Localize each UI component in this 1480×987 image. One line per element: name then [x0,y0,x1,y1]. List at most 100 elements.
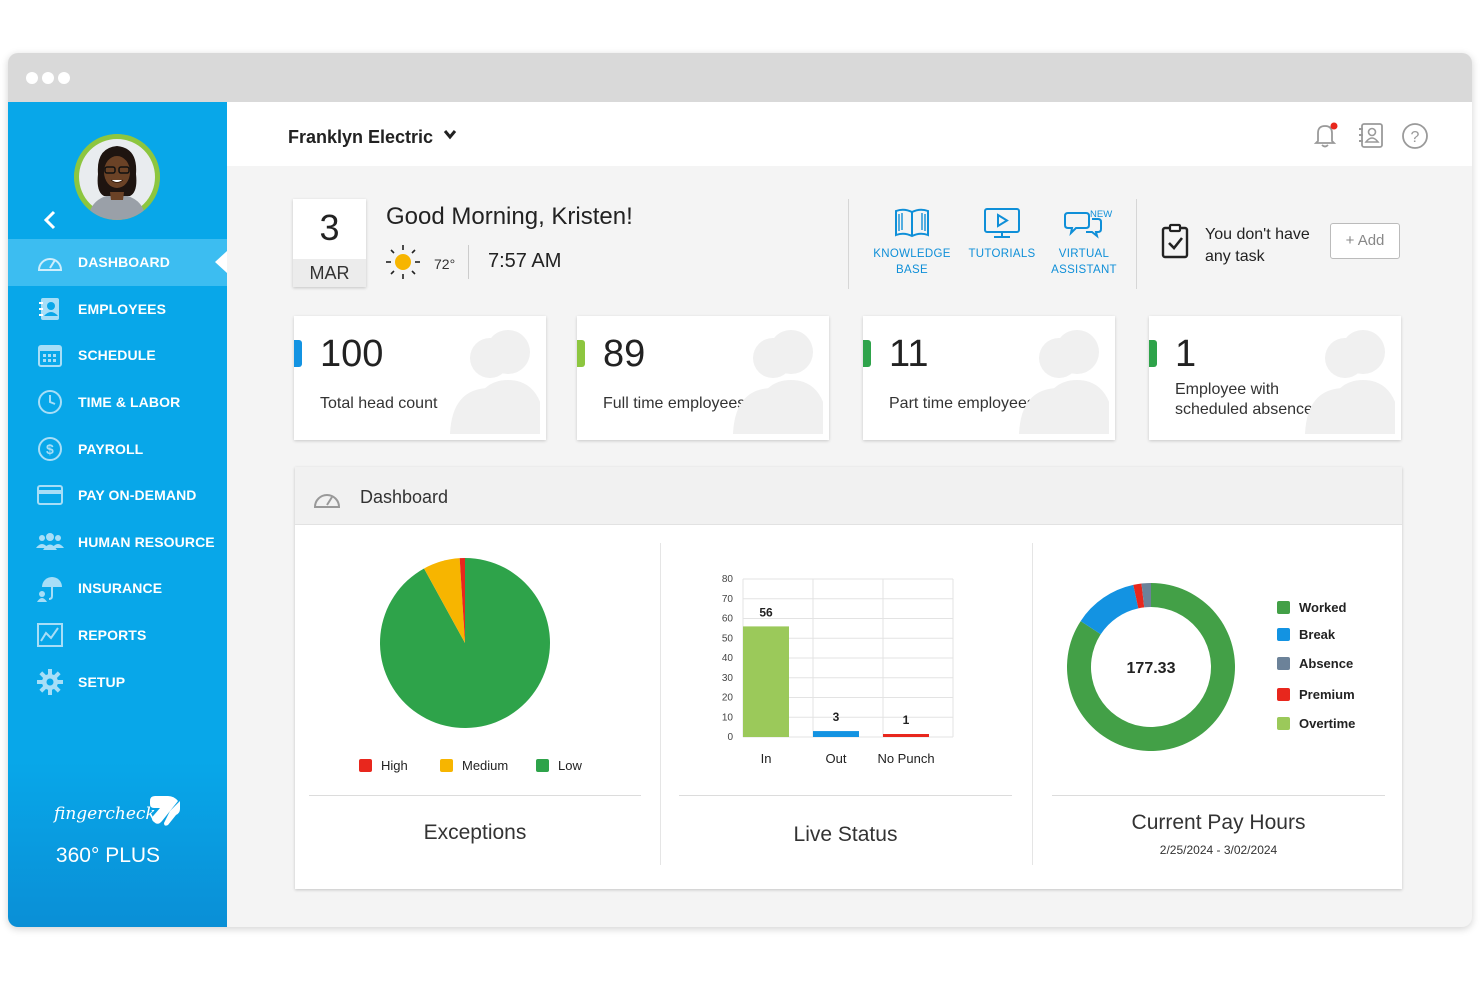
greeting: Good Morning, Kristen! [386,203,633,230]
sidebar-item-reports[interactable]: REPORTS [8,612,227,659]
y-tick-label: 10 [722,712,734,723]
y-tick-label: 20 [722,693,734,704]
sun-icon [386,245,420,279]
sidebar-item-label: PAYROLL [78,440,144,457]
legend-label: Overtime [1299,716,1356,731]
sidebar-item-insurance[interactable]: INSURANCE [8,565,227,612]
chart-icon [36,622,64,648]
stat-card-absence[interactable]: 1 Employee with scheduled absence [1149,316,1401,440]
pay-hours-donut-chart[interactable]: 177.33 [1065,581,1237,753]
stat-accent [294,340,302,367]
sidebar-item-label: EMPLOYEES [78,300,167,317]
sidebar-item-label: INSURANCE [78,580,163,597]
sidebar-item-dashboard[interactable]: DASHBOARD [8,239,227,286]
knowledge-label-1: KNOWLEDGE [873,248,951,260]
legend-medium: Medium [440,758,508,773]
donut-slice-break[interactable] [1080,584,1139,635]
live-status-bar-chart[interactable]: 80 70 60 50 40 30 20 10 0 56 In 3 Out 1 No Punch [695,573,995,783]
stat-label: Full time employees [603,394,745,414]
donut-slice-absence[interactable] [1141,583,1151,608]
speedometer-icon [36,249,64,275]
stat-card-headcount[interactable]: 100 Total head count [294,316,546,440]
stat-card-full-time[interactable]: 89 Full time employees [577,316,829,440]
stat-label: Total head count [320,394,437,414]
sidebar-item-label: REPORTS [78,627,147,644]
virtual-assistant-link[interactable]: VIRTUAL ASSISTANT [1048,205,1120,278]
sidebar-item-payroll[interactable]: $ PAYROLL [8,425,227,472]
legend-low: Low [536,758,582,773]
sidebar-item-label: HUMAN RESOURCE [78,533,215,550]
pie-slice-high[interactable] [459,558,465,643]
dollar-icon: $ [36,436,64,462]
bar-data-label: 1 [903,713,910,727]
bar-out[interactable] [813,731,859,737]
umbrella-icon [36,575,64,603]
legend-swatch [1277,657,1290,670]
contacts-icon[interactable] [1356,120,1386,150]
legend-swatch [536,759,549,772]
window-dot [42,72,54,84]
y-tick-label: 40 [722,653,734,664]
knowledge-base-link[interactable]: KNOWLEDGE BASE [872,205,952,278]
sidebar-item-human-resource[interactable]: HUMAN RESOURCE [8,519,227,566]
stat-label-line: Full time employees [603,395,746,412]
top-bar: Franklyn Electric ? [227,102,1472,166]
people-silhouette-icon [1019,330,1109,434]
sidebar-item-schedule[interactable]: SCHEDULE [8,332,227,379]
chat-bubbles-icon [1064,212,1102,239]
stat-value: 1 [1175,333,1197,375]
collapse-chevron-icon[interactable] [42,210,58,230]
people-silhouette-icon [450,330,540,434]
legend-break: Break [1277,627,1335,642]
bar-in[interactable] [743,626,789,737]
chevron-down-icon[interactable] [443,128,457,140]
legend-label: Low [558,758,582,773]
bar-no-punch[interactable] [883,734,929,737]
stat-label-line: scheduled absence [1175,401,1313,418]
legend-worked: Worked [1277,600,1346,615]
legend-swatch [1277,601,1290,614]
legend-label: Premium [1299,687,1355,702]
add-task-button[interactable]: + Add [1330,223,1400,259]
legend-absence: Absence [1277,656,1353,671]
sidebar-item-time-labor[interactable]: TIME & LABOR [8,379,227,426]
legend-swatch [1277,628,1290,641]
y-tick-label: 60 [722,614,734,625]
pie-slice-medium[interactable] [424,558,465,643]
sidebar-item-pay-on-demand[interactable]: PAY ON-DEMAND [8,472,227,519]
window-titlebar [8,53,1472,102]
people-icon [36,529,64,555]
exceptions-caption: Exceptions [423,821,527,844]
sidebar-item-setup[interactable]: SETUP [8,658,227,705]
donut-slice-premium[interactable] [1133,583,1145,609]
company-selector[interactable]: Franklyn Electric [288,127,434,147]
live-status-caption: Live Status [793,823,898,846]
task-line-2: any task [1205,248,1265,265]
date-day: 3 [319,207,340,248]
avatar[interactable] [74,134,160,220]
stat-value: 89 [603,333,646,375]
divider [309,795,641,796]
x-tick-label: No Punch [877,751,934,766]
people-silhouette-icon [1305,330,1395,434]
sidebar-item-employees[interactable]: EMPLOYEES [8,286,227,333]
panel-title: Dashboard [360,487,449,507]
legend-label: Break [1299,627,1336,642]
stat-accent [1149,340,1157,367]
plus-icon: + [1345,232,1355,249]
exceptions-pie-chart[interactable] [375,553,555,733]
tutorials-link[interactable]: TUTORIALS [966,205,1038,262]
stat-label: Part time employees [889,394,1035,414]
column-divider [660,543,661,865]
legend-overtime: Overtime [1277,716,1355,731]
bell-icon[interactable] [1310,120,1340,150]
legend-label: Worked [1299,600,1347,615]
current-time: 7:57 AM [488,250,562,272]
help-icon[interactable]: ? [1400,120,1430,150]
x-tick-label: Out [826,751,847,766]
divider [848,199,849,289]
sidebar-item-label: SCHEDULE [78,347,156,364]
window-dot [26,72,38,84]
panel-header: Dashboard [295,467,1402,525]
stat-card-part-time[interactable]: 11 Part time employees [863,316,1115,440]
